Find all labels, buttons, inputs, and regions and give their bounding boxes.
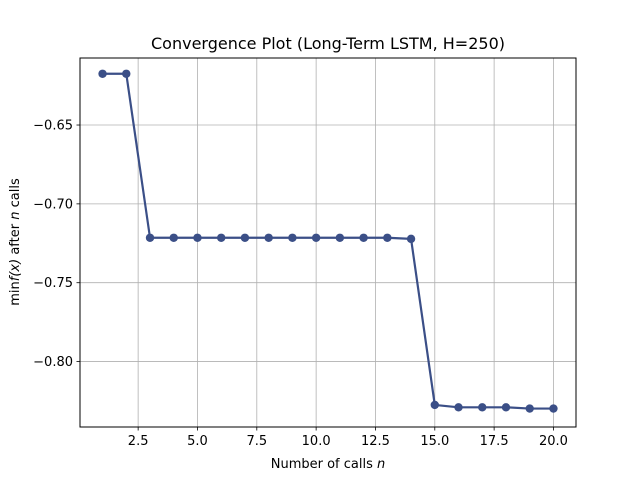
y-tick-label: −0.65 <box>33 119 73 134</box>
data-point <box>478 403 487 412</box>
x-axis-label-n: n <box>377 457 385 472</box>
grid-layer <box>80 58 576 427</box>
y-axis-label-calls: calls <box>8 178 23 211</box>
data-point <box>193 233 202 242</box>
data-point <box>264 233 273 242</box>
data-point <box>145 233 155 242</box>
data-point <box>217 233 226 242</box>
data-point <box>169 233 178 242</box>
data-point <box>288 233 297 242</box>
x-tick-label: 12.5 <box>361 434 390 449</box>
data-point <box>501 403 511 412</box>
data-point <box>240 233 250 242</box>
data-point <box>454 403 463 412</box>
y-axis-label-min: min <box>8 281 23 306</box>
data-point <box>549 404 558 413</box>
x-tick-label: 5.0 <box>187 434 208 449</box>
data-point <box>406 234 416 244</box>
x-tick-label: 7.5 <box>246 434 267 449</box>
y-tick-label: −0.80 <box>33 355 73 370</box>
series-layer <box>98 69 558 413</box>
y-tick-label: −0.70 <box>33 197 73 212</box>
data-point <box>122 69 131 78</box>
plot-frame <box>79 57 577 428</box>
chart-title: Convergence Plot (Long-Term LSTM, H=250) <box>151 34 505 53</box>
data-point <box>335 233 345 242</box>
x-tick-label: 17.5 <box>480 434 509 449</box>
x-axis-label-text: Number of calls <box>271 457 377 472</box>
tick-layer: 2.5 5.0 7.5 10.0 12.5 15.0 17.5 20.0 −0.65 −0.70 −… <box>33 119 568 449</box>
x-tick-label: 15.0 <box>420 434 449 449</box>
y-axis-label-after: after <box>8 220 23 259</box>
y-tick-label: −0.75 <box>33 276 73 291</box>
y-axis-label-fx: f(x) <box>8 259 23 281</box>
x-tick-label: 10.0 <box>302 434 331 449</box>
data-point <box>383 233 392 242</box>
x-tick-label: 2.5 <box>128 434 149 449</box>
data-point <box>525 404 534 413</box>
data-point <box>430 400 439 410</box>
x-axis-label: Number of calls n <box>271 457 386 472</box>
data-point <box>359 233 368 242</box>
y-axis-label: minf(x) after n calls <box>8 178 23 306</box>
data-point <box>98 69 107 78</box>
x-tick-label: 20.0 <box>539 434 568 449</box>
y-axis-label-n: n <box>8 212 23 220</box>
data-point <box>311 233 321 242</box>
